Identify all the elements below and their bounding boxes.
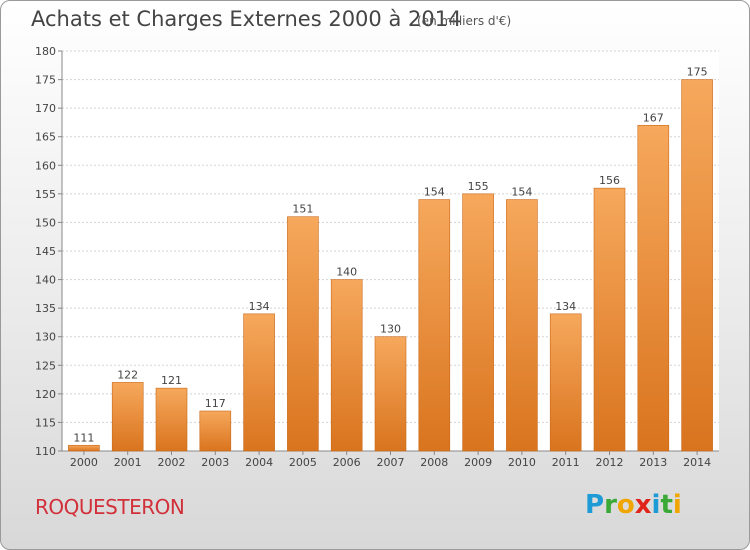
logo-letter: i	[651, 490, 661, 520]
bar-value-label: 154	[424, 186, 445, 199]
bar	[593, 187, 626, 452]
bar-value-label: 134	[555, 300, 576, 313]
y-tick-label: 145	[35, 245, 56, 258]
x-tick-label: 2001	[114, 456, 142, 469]
x-tick-label: 2008	[420, 456, 448, 469]
y-tick-label: 140	[35, 274, 56, 287]
bar	[418, 199, 451, 452]
x-tick-label: 2007	[377, 456, 405, 469]
y-tick-label: 155	[35, 188, 56, 201]
bar	[462, 193, 494, 452]
x-tick-label: 2002	[158, 456, 186, 469]
logo-letter: i	[672, 490, 682, 520]
bar	[374, 336, 407, 452]
logo-letter: P	[585, 490, 605, 520]
chart-title: Achats et Charges Externes 2000 à 2014	[31, 7, 462, 31]
y-tick-label: 165	[35, 131, 56, 144]
logo-letter: x	[634, 490, 652, 520]
bar	[549, 313, 582, 452]
bar	[637, 124, 670, 452]
bar-value-label: 175	[687, 66, 708, 79]
bar-value-label: 117	[205, 397, 226, 410]
x-tick-label: 2012	[596, 456, 624, 469]
bar-value-label: 134	[249, 300, 270, 313]
bar	[243, 313, 275, 452]
logo-letter: r	[604, 490, 617, 520]
y-tick-label: 110	[35, 445, 56, 458]
bar-value-label: 121	[161, 374, 182, 387]
bar-value-label: 130	[380, 323, 401, 336]
bar-value-label: 122	[117, 368, 138, 381]
y-tick-label: 120	[35, 388, 56, 401]
bar-value-label: 156	[599, 174, 620, 187]
y-tick-label: 175	[35, 74, 56, 87]
x-tick-label: 2006	[333, 456, 361, 469]
bar	[111, 382, 144, 452]
x-tick-label: 2009	[464, 456, 492, 469]
bar-value-label: 111	[73, 431, 94, 444]
chart-unit: (en milliers d'€)	[417, 14, 512, 28]
bar-value-label: 154	[511, 186, 532, 199]
bar-value-label: 167	[643, 111, 664, 124]
logo-letter: t	[660, 490, 673, 520]
bar	[681, 79, 713, 452]
y-tick-label: 160	[35, 159, 56, 172]
y-tick-label: 115	[35, 416, 56, 429]
bar	[287, 216, 319, 452]
y-tick-label: 125	[35, 359, 56, 372]
x-tick-label: 2010	[508, 456, 536, 469]
y-tick-label: 130	[35, 331, 56, 344]
x-tick-label: 2005	[289, 456, 317, 469]
bar	[199, 410, 232, 452]
x-tick-label: 2013	[639, 456, 667, 469]
x-tick-label: 2003	[201, 456, 229, 469]
bar	[155, 387, 188, 452]
y-tick-label: 180	[35, 45, 56, 58]
y-tick-label: 135	[35, 302, 56, 315]
bar-value-label: 151	[292, 203, 313, 216]
x-tick-label: 2000	[70, 456, 98, 469]
y-tick-label: 150	[35, 216, 56, 229]
bar-value-label: 140	[336, 266, 357, 279]
bar	[68, 444, 100, 452]
y-tick-label: 170	[35, 102, 56, 115]
bar	[506, 199, 538, 452]
proxiti-logo: Proxiti	[585, 490, 682, 520]
x-tick-label: 2014	[683, 456, 711, 469]
bar-value-label: 155	[468, 180, 489, 193]
x-tick-label: 2004	[245, 456, 273, 469]
commune-name: ROQUESTERON	[35, 495, 185, 519]
bar	[330, 279, 363, 452]
logo-letter: o	[616, 490, 635, 520]
x-tick-label: 2011	[552, 456, 580, 469]
